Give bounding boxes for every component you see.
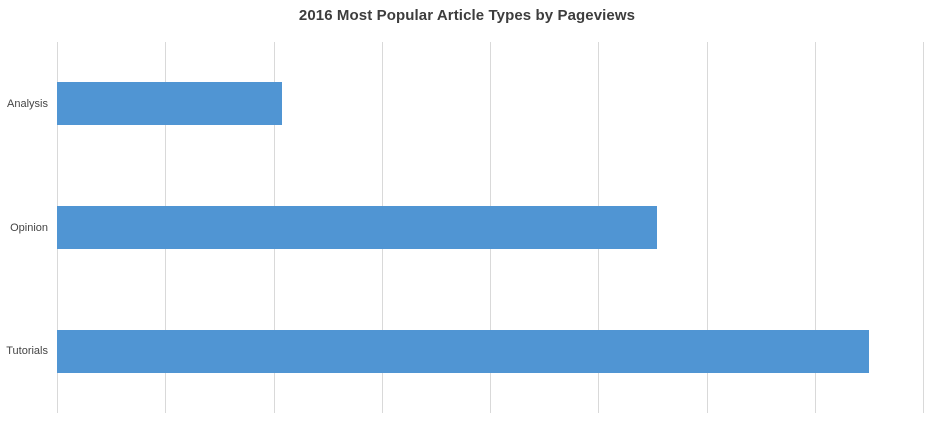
vertical-gridline bbox=[814, 42, 816, 413]
chart-title: 2016 Most Popular Article Types by Pagev… bbox=[298, 7, 636, 24]
bar-analysis bbox=[57, 82, 283, 126]
bar-opinion bbox=[57, 206, 657, 249]
category-label-opinion: Opinion bbox=[10, 221, 48, 234]
vertical-gridline bbox=[923, 42, 924, 413]
category-label-analysis: Analysis bbox=[7, 97, 48, 110]
category-label-tutorials: Tutorials bbox=[6, 345, 48, 358]
vertical-gridline bbox=[706, 42, 708, 413]
bar-tutorials bbox=[57, 329, 869, 373]
plot-area bbox=[57, 42, 924, 413]
category-axis: Analysis Opinion Tutorials bbox=[0, 42, 57, 413]
